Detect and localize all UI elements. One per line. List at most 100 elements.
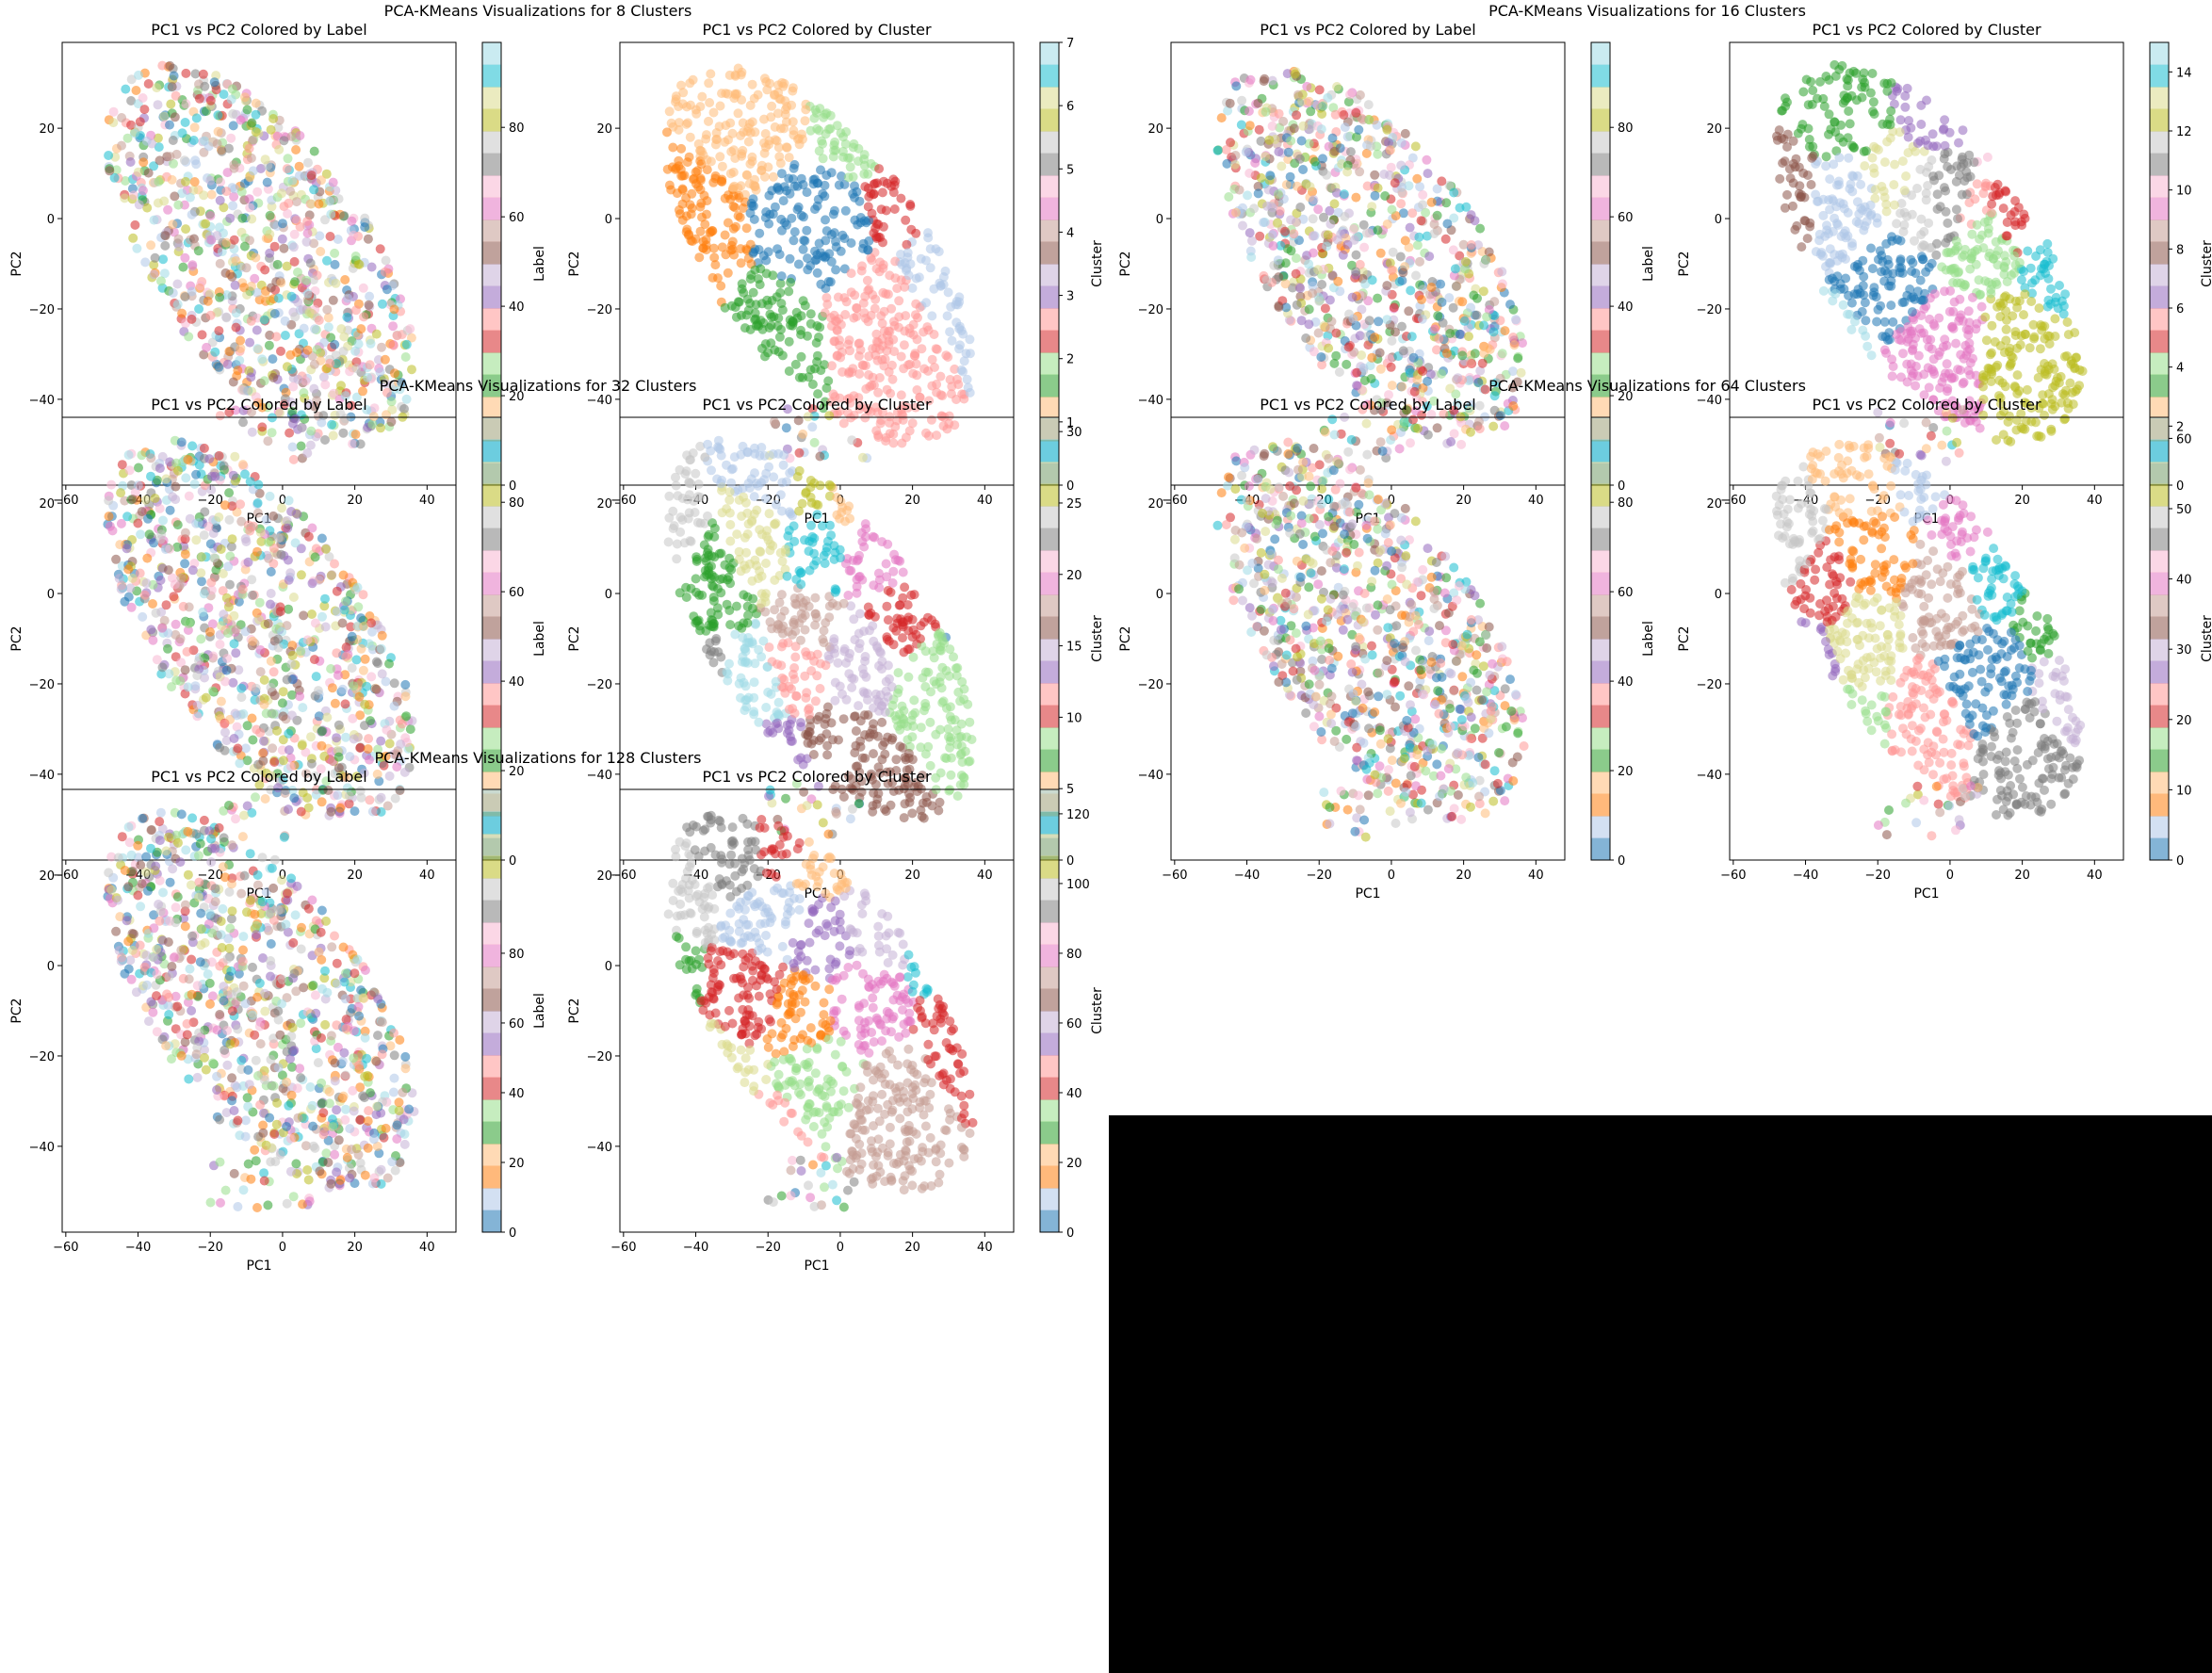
data-point: [1434, 333, 1444, 344]
data-point: [816, 165, 825, 175]
data-point: [358, 283, 368, 293]
data-point: [1432, 210, 1442, 220]
data-point: [1461, 202, 1472, 212]
data-point: [863, 183, 873, 193]
data-point: [382, 724, 392, 735]
data-point: [815, 322, 825, 333]
data-point: [299, 388, 309, 398]
y-tick-label: 20: [39, 497, 55, 512]
data-point: [241, 537, 252, 546]
data-point: [838, 418, 849, 429]
data-point: [204, 454, 215, 464]
data-point: [159, 268, 170, 279]
data-point: [194, 656, 204, 666]
data-point: [2036, 365, 2046, 375]
data-point: [338, 428, 349, 438]
data-point: [272, 725, 283, 736]
data-point: [314, 316, 324, 325]
data-point: [165, 60, 175, 71]
data-point: [217, 146, 227, 156]
data-point: [309, 185, 319, 195]
data-point: [1976, 301, 1987, 312]
data-point: [171, 90, 181, 101]
data-point: [854, 369, 865, 379]
data-point: [1415, 182, 1425, 192]
data-point: [354, 691, 365, 702]
data-point: [789, 181, 800, 191]
data-point: [268, 667, 279, 677]
data-point: [227, 84, 237, 94]
data-point: [2046, 284, 2056, 294]
data-point: [326, 333, 336, 343]
data-point: [1305, 182, 1315, 192]
colorbar-segment: [482, 131, 501, 154]
data-point: [755, 228, 765, 238]
data-point: [212, 138, 222, 149]
colorbar-segment: [2150, 87, 2169, 109]
data-point: [1866, 350, 1877, 361]
data-point: [1329, 146, 1340, 156]
data-point: [220, 268, 231, 278]
data-point: [167, 174, 177, 185]
data-point: [266, 682, 276, 692]
data-point: [1919, 328, 1928, 338]
data-point: [175, 675, 186, 686]
data-point: [120, 193, 130, 203]
data-point: [805, 309, 816, 319]
data-point: [283, 523, 293, 533]
data-point: [1879, 317, 1890, 327]
x-tick-label: 20: [2014, 494, 2030, 508]
data-point: [1879, 276, 1890, 286]
data-point: [1881, 206, 1892, 217]
data-point: [1921, 195, 1931, 205]
data-point: [223, 628, 233, 639]
data-point: [845, 346, 854, 356]
data-point: [1283, 147, 1293, 157]
data-point: [1457, 350, 1468, 361]
data-point: [286, 131, 297, 141]
data-point: [1329, 430, 1340, 440]
data-point: [290, 312, 301, 322]
data-point: [1879, 157, 1890, 168]
data-point: [1387, 381, 1397, 391]
data-point: [1960, 280, 1970, 289]
data-point: [1788, 158, 1798, 169]
data-point: [843, 172, 854, 183]
data-point: [2001, 291, 2010, 301]
data-point: [1843, 81, 1853, 91]
colorbar-tick-label: 0: [509, 479, 516, 494]
data-point: [165, 505, 175, 515]
data-point: [341, 652, 351, 661]
data-point: [790, 359, 801, 369]
colorbar-tick-label: 6: [1066, 100, 1074, 114]
data-point: [1841, 273, 1851, 284]
data-point: [407, 365, 416, 375]
data-point: [1898, 349, 1908, 359]
data-point: [400, 691, 411, 702]
data-point: [169, 71, 179, 81]
data-point: [1965, 171, 1976, 182]
data-point: [228, 470, 238, 480]
colorbar-segment: [482, 285, 501, 309]
data-point: [695, 145, 706, 155]
data-point: [1932, 189, 1943, 200]
data-point: [365, 291, 375, 301]
data-point: [194, 93, 204, 104]
data-point: [1947, 321, 1958, 332]
data-point: [306, 732, 316, 742]
data-point: [1942, 359, 1952, 369]
data-point: [320, 593, 330, 604]
data-point: [775, 94, 786, 105]
data-point: [1348, 224, 1358, 235]
data-point: [251, 252, 261, 263]
data-point: [301, 275, 312, 285]
data-point: [284, 728, 294, 739]
data-point: [700, 219, 710, 230]
data-point: [369, 403, 380, 414]
data-point: [1861, 316, 1871, 326]
data-point: [336, 324, 347, 334]
data-point: [224, 407, 235, 417]
data-point: [814, 238, 824, 249]
colorbar-segment: [2150, 42, 2169, 65]
data-point: [901, 215, 911, 225]
